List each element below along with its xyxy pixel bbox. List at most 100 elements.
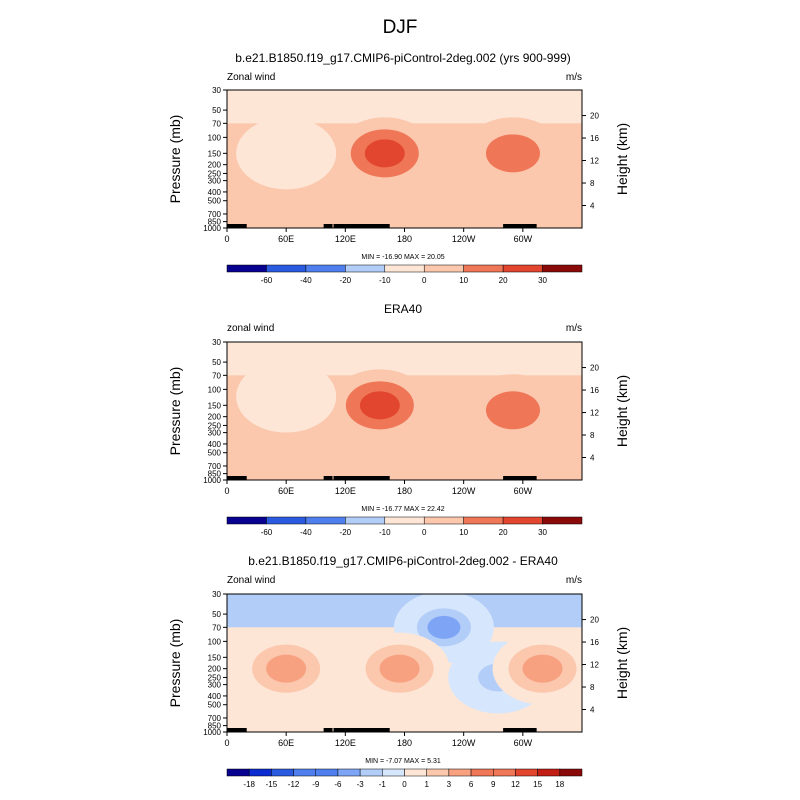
- x-tick-label: 60W: [514, 738, 533, 748]
- y-tick-label: 70: [212, 119, 221, 128]
- y2-axis-label: Height (km): [614, 375, 630, 447]
- topography-mask: [503, 728, 537, 732]
- colorbar-box: [448, 768, 472, 777]
- contour-level: [522, 654, 563, 683]
- colorbar-tick-label: -40: [300, 276, 312, 285]
- contour-level: [359, 391, 400, 420]
- colorbar-tick-label: -1: [379, 780, 387, 789]
- y-tick-label: 150: [208, 401, 222, 410]
- contour-level: [427, 615, 461, 639]
- colorbar-box: [266, 516, 307, 525]
- colorbar-tick-label: -40: [300, 528, 312, 537]
- y-tick-label: 700: [208, 210, 222, 219]
- x-tick-label: 0: [224, 486, 229, 496]
- colorbar-tick-label: -12: [288, 780, 300, 789]
- colorbar-box: [463, 264, 504, 273]
- y2-axis-label: Height (km): [614, 123, 630, 195]
- colorbar-tick-label: 30: [538, 276, 547, 285]
- x-tick-label: 60W: [514, 486, 533, 496]
- minmax-label: MIN = -16.90 MAX = 20.05: [361, 254, 444, 261]
- colorbar-box: [423, 264, 464, 273]
- y-tick-label: 700: [208, 462, 222, 471]
- colorbar-tick-label: -9: [312, 780, 320, 789]
- x-tick-label: 180: [397, 738, 412, 748]
- topography-mask: [227, 728, 239, 732]
- y2-tick-label: 20: [590, 616, 599, 625]
- colorbar-box: [226, 516, 267, 525]
- y-tick-label: 400: [208, 188, 222, 197]
- colorbar-tick-label: 1: [424, 780, 429, 789]
- y2-tick-label: 8: [590, 431, 595, 440]
- x-tick-label: 0: [224, 234, 229, 244]
- y-tick-label: 50: [212, 106, 221, 115]
- x-tick-label: 180: [397, 486, 412, 496]
- contour-level: [266, 654, 307, 683]
- panel-model: b.e21.B1850.f19_g17.CMIP6-piControl-2deg…: [167, 51, 630, 285]
- variable-label: Zonal wind: [227, 575, 275, 586]
- x-tick-label: 120W: [452, 738, 476, 748]
- colorbar-box: [502, 516, 543, 525]
- units-label: m/s: [566, 323, 582, 334]
- y-tick-label: 150: [208, 149, 222, 158]
- topography-mask: [323, 728, 333, 732]
- units-label: m/s: [566, 72, 582, 83]
- colorbar-tick-label: 18: [555, 780, 564, 789]
- contour-fields: [227, 90, 582, 190]
- contour-level: [485, 134, 540, 173]
- y-axis-label: Pressure (mb): [167, 115, 183, 204]
- y-tick-label: 300: [208, 177, 222, 186]
- colorbar-tick-label: 0: [422, 528, 427, 537]
- colorbar-box: [559, 768, 583, 777]
- topography-mask: [323, 476, 333, 480]
- y2-tick-label: 8: [590, 179, 595, 188]
- colorbar-tick-label: -6: [334, 780, 342, 789]
- variable-label: Zonal wind: [227, 72, 275, 83]
- colorbar-box: [293, 768, 316, 777]
- y-tick-label: 250: [208, 169, 222, 178]
- y-tick-label: 400: [208, 692, 222, 701]
- y-tick-label: 30: [212, 86, 221, 95]
- colorbar-tick-label: -60: [261, 528, 273, 537]
- colorbar-tick-label: 30: [538, 528, 547, 537]
- colorbar-box: [470, 768, 494, 777]
- y-tick-label: 200: [208, 161, 222, 170]
- minmax-label: MIN = -7.07 MAX = 5.31: [365, 758, 441, 765]
- colorbar-box: [315, 768, 339, 777]
- panel-difference: b.e21.B1850.f19_g17.CMIP6-piControl-2deg…: [167, 554, 630, 789]
- colorbar-box: [359, 768, 383, 777]
- colorbar-box: [226, 768, 250, 777]
- x-tick-label: 60W: [514, 234, 533, 244]
- colorbar-box: [226, 264, 267, 273]
- y-tick-label: 100: [208, 385, 222, 394]
- colorbar-box: [426, 768, 450, 777]
- y-tick-label: 100: [208, 637, 222, 646]
- variable-label: zonal wind: [227, 323, 274, 334]
- y-tick-label: 30: [212, 338, 221, 347]
- colorbar-box: [345, 264, 386, 273]
- y-tick-label: 30: [212, 590, 221, 599]
- colorbar-tick-label: -15: [266, 780, 278, 789]
- y-tick-label: 300: [208, 681, 222, 690]
- x-tick-label: 120E: [335, 486, 356, 496]
- y2-tick-label: 16: [590, 134, 599, 143]
- colorbar-tick-label: 0: [402, 780, 407, 789]
- y-tick-label: 500: [208, 701, 222, 710]
- colorbar-box: [542, 516, 583, 525]
- y2-tick-label: 20: [590, 364, 599, 373]
- y-tick-label: 850: [208, 470, 222, 479]
- y-tick-label: 100: [208, 133, 222, 142]
- x-tick-label: 120W: [452, 486, 476, 496]
- x-tick-label: 180: [397, 234, 412, 244]
- colorbar-tick-label: -18: [243, 780, 255, 789]
- colorbar-box: [248, 768, 272, 777]
- colorbar-tick-label: 20: [499, 528, 508, 537]
- colorbar-box: [537, 768, 561, 777]
- y2-tick-label: 4: [590, 202, 595, 211]
- colorbar-tick-label: -60: [261, 276, 273, 285]
- y-tick-label: 700: [208, 714, 222, 723]
- y-tick-label: 70: [212, 623, 221, 632]
- colorbar-box: [423, 516, 464, 525]
- topography-mask: [333, 728, 390, 732]
- topography-mask: [503, 476, 537, 480]
- colorbar-box: [502, 264, 543, 273]
